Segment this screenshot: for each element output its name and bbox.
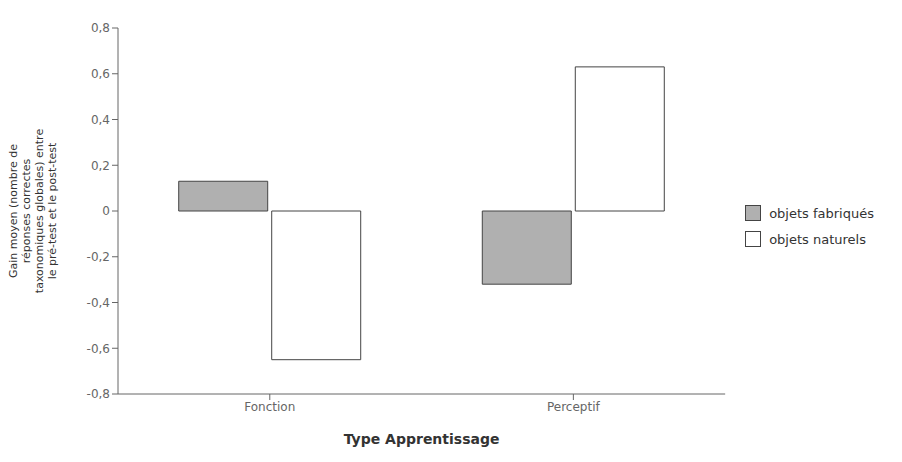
svg-text:-0,2: -0,2: [87, 250, 110, 264]
html-text:objets naturels: objets naturels: [769, 231, 866, 247]
svg-text:Perceptif: Perceptif: [547, 400, 600, 414]
svg-text:0,6: 0,6: [91, 67, 110, 81]
svg-text:Gain moyen (nombre deréponses: Gain moyen (nombre deréponses correctest…: [8, 129, 59, 294]
svg-text:0,2: 0,2: [91, 159, 110, 173]
svg-text:-0,4: -0,4: [87, 296, 110, 310]
svg-text:-0,6: -0,6: [87, 342, 110, 356]
svg-text:-0,8: -0,8: [87, 387, 110, 401]
html-text:objets fabriqués: objets fabriqués: [769, 205, 874, 221]
svg-text:Type Apprentissage: Type Apprentissage: [344, 431, 500, 447]
svg-text:Fonction: Fonction: [244, 400, 295, 414]
svg-text:0,8: 0,8: [91, 21, 110, 35]
svg-text:0: 0: [102, 204, 110, 218]
svg-text:0,4: 0,4: [91, 113, 110, 127]
